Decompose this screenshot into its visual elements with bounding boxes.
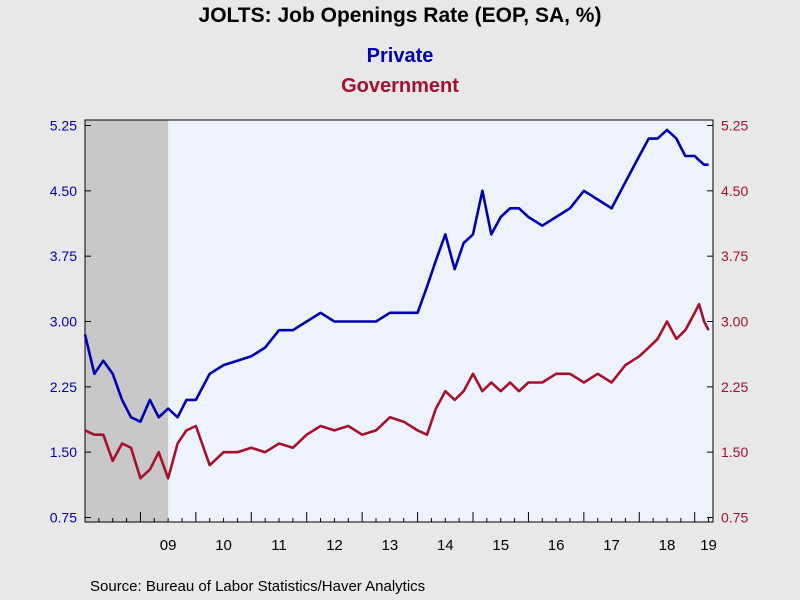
right-y-tick-label: 5.25 bbox=[721, 118, 748, 134]
left-y-tick-label: 2.25 bbox=[50, 379, 77, 395]
x-tick-label: 14 bbox=[437, 537, 454, 554]
x-tick-label: 12 bbox=[326, 537, 343, 554]
x-tick-label: 16 bbox=[548, 537, 565, 554]
right-y-tick-label: 3.00 bbox=[721, 314, 748, 330]
x-tick-label: 10 bbox=[215, 537, 232, 554]
x-tick-label: 09 bbox=[160, 537, 177, 554]
x-tick-label: 11 bbox=[271, 537, 287, 554]
left-y-tick-label: 5.25 bbox=[50, 118, 77, 134]
x-tick-label: 13 bbox=[382, 537, 399, 554]
right-y-tick-label: 1.50 bbox=[721, 444, 748, 460]
left-y-tick-label: 0.75 bbox=[50, 510, 77, 526]
right-y-tick-label: 2.25 bbox=[721, 379, 748, 395]
plot-area bbox=[85, 120, 713, 522]
source-note: Source: Bureau of Labor Statistics/Haver… bbox=[90, 578, 426, 595]
right-y-tick-label: 4.50 bbox=[721, 183, 748, 199]
chart-title: JOLTS: Job Openings Rate (EOP, SA, %) bbox=[198, 4, 602, 27]
left-y-tick-label: 3.00 bbox=[50, 314, 77, 330]
x-tick-label: 15 bbox=[492, 537, 509, 554]
legend-private: Private bbox=[366, 45, 434, 67]
right-y-tick-label: 3.75 bbox=[721, 248, 748, 264]
left-y-tick-label: 4.50 bbox=[50, 183, 77, 199]
recession-shading bbox=[85, 120, 169, 522]
x-tick-label: 19 bbox=[700, 537, 717, 554]
legend-government: Government bbox=[341, 75, 459, 97]
left-y-tick-label: 3.75 bbox=[50, 248, 77, 264]
left-y-tick-label: 1.50 bbox=[50, 444, 77, 460]
x-tick-label: 18 bbox=[659, 537, 676, 554]
right-y-tick-label: 0.75 bbox=[721, 510, 748, 526]
x-tick-label: 17 bbox=[603, 537, 620, 554]
series-line-private bbox=[83, 128, 709, 424]
series-line-government bbox=[84, 302, 710, 480]
